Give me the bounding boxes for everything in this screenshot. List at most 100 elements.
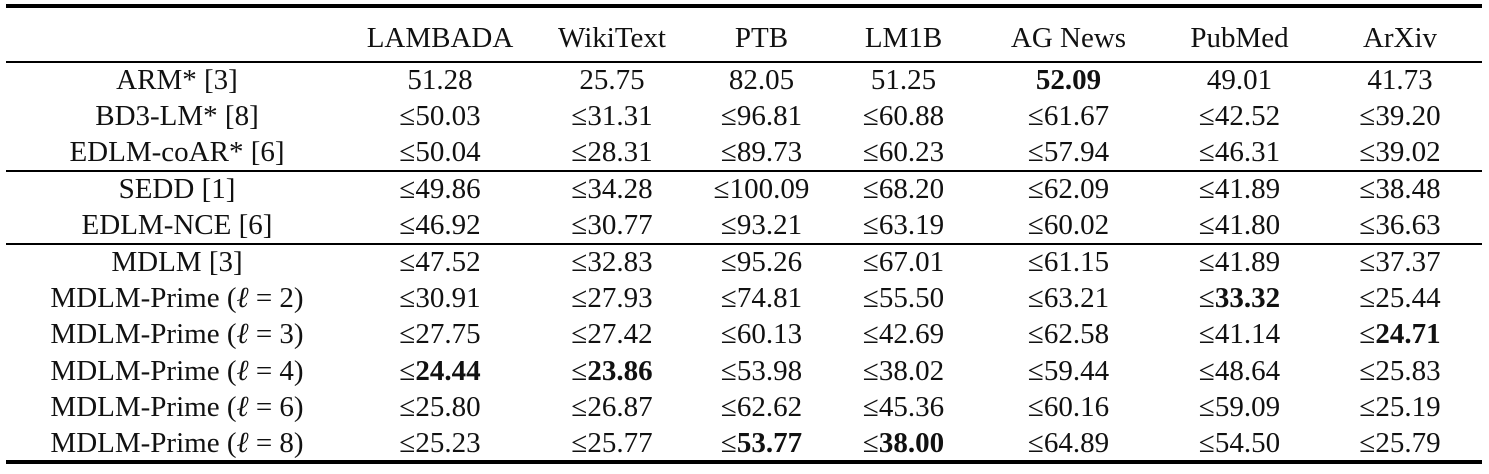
value: 32.83 [587,246,653,279]
leq-symbol: ≤ [571,391,588,424]
value: 25.79 [1375,426,1441,459]
value-cell: ≤55.50 [831,280,976,316]
value-cell: ≤41.89 [1161,170,1318,208]
perplexity-results-table: LAMBADA WikiText PTB LM1B AG News PubMed… [6,4,1482,465]
value: 27.93 [587,282,653,315]
model-name: ARM* [3] [116,64,238,97]
leq-symbol: ≤ [1359,173,1376,206]
leq-symbol: ≤ [713,173,730,206]
model-name: MDLM-Prime ( [50,282,237,315]
table-row: MDLM-Prime (ℓ = 8) ≤25.23 ≤25.77 ≤53.77 ≤38.… [6,425,1482,465]
value-cell: ≤25.77 [532,425,692,465]
value-cell: ≤28.31 [532,135,692,171]
value: 38.48 [1375,173,1441,206]
model-name: MDLM-Prime ( [50,426,237,459]
value: 51.28 [407,64,473,97]
value-cell: ≤25.23 [348,425,532,465]
column-header-arxiv: ArXiv [1362,22,1438,54]
value-cell: ≤37.37 [1318,242,1482,281]
value-cell: ≤60.13 [692,317,831,353]
leq-symbol: ≤ [1027,282,1044,315]
leq-symbol: ≤ [571,354,588,387]
value: 41.89 [1214,246,1281,279]
value-cell: ≤25.80 [348,390,532,426]
value-cell: ≤45.36 [831,390,976,426]
value: 39.20 [1375,100,1441,133]
value-cell: ≤93.21 [692,208,831,244]
leq-symbol: ≤ [1359,246,1376,279]
value-cell: ≤27.75 [348,317,532,353]
value-cell: ≤60.16 [976,390,1161,426]
leq-symbol: ≤ [1198,318,1215,351]
model-name-cell: MDLM-Prime (ℓ = 6) [6,390,348,426]
value-cell: 25.75 [532,62,692,98]
value: 46.92 [415,208,481,241]
model-name: SEDD [1] [118,173,236,206]
value-cell: 49.01 [1161,62,1318,98]
leq-symbol: ≤ [1027,100,1044,133]
value-cell: ≤27.93 [532,280,692,316]
value-cell: ≤60.02 [976,208,1161,244]
leq-symbol: ≤ [399,100,416,133]
value-cell: ≤95.26 [692,242,831,281]
value: 67.01 [878,246,945,279]
leq-symbol: ≤ [1198,426,1215,459]
column-header-pubmed: PubMed [1190,22,1289,54]
leq-symbol: ≤ [1198,208,1215,241]
value-cell: ≤96.81 [692,98,831,134]
value-cell: ≤32.83 [532,242,692,281]
leq-symbol: ≤ [399,135,416,168]
leq-symbol: ≤ [1027,208,1044,241]
model-name: MDLM-Prime ( [50,391,237,424]
value: 59.09 [1214,391,1281,424]
table-row: EDLM-coAR* [6] ≤50.04 ≤28.31 ≤89.73 ≤60.23 ≤5… [6,135,1482,171]
table-row: MDLM-Prime (ℓ = 3) ≤27.75 ≤27.42 ≤60.13 ≤42.… [6,317,1482,353]
value: 74.81 [736,282,803,315]
leq-symbol: ≤ [1359,354,1376,387]
value-cell: ≤62.58 [976,317,1161,353]
value: 62.58 [1043,318,1110,351]
value-cell: ≤30.77 [532,208,692,244]
model-name-cell: BD3-LM* [8] [6,98,348,134]
value-cell: ≤38.02 [831,353,976,389]
best-value: 53.77 [736,426,803,459]
column-header-model [6,6,348,62]
table-row: SEDD [1] ≤49.86 ≤34.28 ≤100.09 ≤68.20 ≤62.09 ≤… [6,170,1482,208]
value-cell: ≤25.19 [1318,390,1482,426]
value-cell: ≤25.44 [1318,280,1482,316]
model-param-value: = 3) [248,318,304,351]
leq-symbol: ≤ [1359,282,1376,315]
table-row: MDLM-Prime (ℓ = 2) ≤30.91 ≤27.93 ≤74.81 ≤55.… [6,280,1482,316]
table-row: EDLM-NCE [6] ≤46.92 ≤30.77 ≤93.21 ≤63.19 ≤60.… [6,208,1482,244]
best-value: 38.00 [878,426,945,459]
value-cell: ≤49.86 [348,170,532,208]
leq-symbol: ≤ [1198,246,1215,279]
value-cell: ≤46.31 [1161,135,1318,171]
leq-symbol: ≤ [1359,100,1376,133]
column-header-wikitext: WikiText [558,22,666,54]
model-name-cell: MDLM-Prime (ℓ = 4) [6,353,348,389]
leq-symbol: ≤ [1359,208,1376,241]
leq-symbol: ≤ [862,173,879,206]
value: 49.01 [1206,64,1273,97]
column-header-ptb: PTB [734,22,789,54]
leq-symbol: ≤ [720,426,737,459]
model-name: MDLM [3] [111,246,243,279]
value-cell: ≤41.80 [1161,208,1318,244]
model-param-symbol: ℓ [236,391,249,424]
value-cell: ≤68.20 [831,170,976,208]
leq-symbol: ≤ [1359,391,1376,424]
leq-symbol: ≤ [1359,426,1376,459]
value-cell: ≤89.73 [692,135,831,171]
table-body: ARM* [3] 51.28 25.75 82.05 51.25 52.09 49.01 41… [6,62,1482,465]
column-header-lm1b: LM1B [864,22,943,54]
leq-symbol: ≤ [399,391,416,424]
table-header-row: LAMBADA WikiText PTB LM1B AG News PubMed… [6,6,1482,62]
leq-symbol: ≤ [571,173,588,206]
value: 41.89 [1214,173,1281,206]
value: 30.91 [415,282,481,315]
model-param-value: = 2) [248,282,304,315]
value-cell: ≤46.92 [348,208,532,244]
value: 41.73 [1367,64,1433,97]
value-cell: ≤33.32 [1161,280,1318,316]
